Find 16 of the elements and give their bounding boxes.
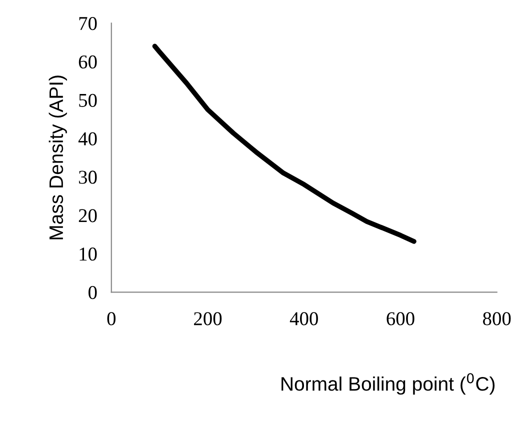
y-tick-label: 30 (78, 170, 97, 184)
y-tick-label: 20 (78, 209, 97, 222)
y-axis-title: Mass Density (API) (48, 76, 67, 240)
y-tick-label: 10 (80, 248, 97, 261)
x-axis-title: Normal Boiling point ($^{0}$C) (282, 373, 495, 395)
x-tick-label: 800 (483, 312, 511, 326)
y-tick-label: 60 (78, 55, 97, 69)
y-tick-label: 70 (79, 16, 97, 30)
y-tick-label: 50 (79, 94, 97, 107)
line-series (152, 44, 416, 244)
y-tick-label: 40 (78, 132, 97, 146)
x-tick-label: 400 (290, 312, 318, 326)
x-tick-label: 600 (386, 312, 414, 326)
x-tick-label: 0 (107, 312, 116, 326)
x-tick-label: 200 (194, 312, 222, 326)
y-tick-label: 0 (88, 286, 97, 300)
